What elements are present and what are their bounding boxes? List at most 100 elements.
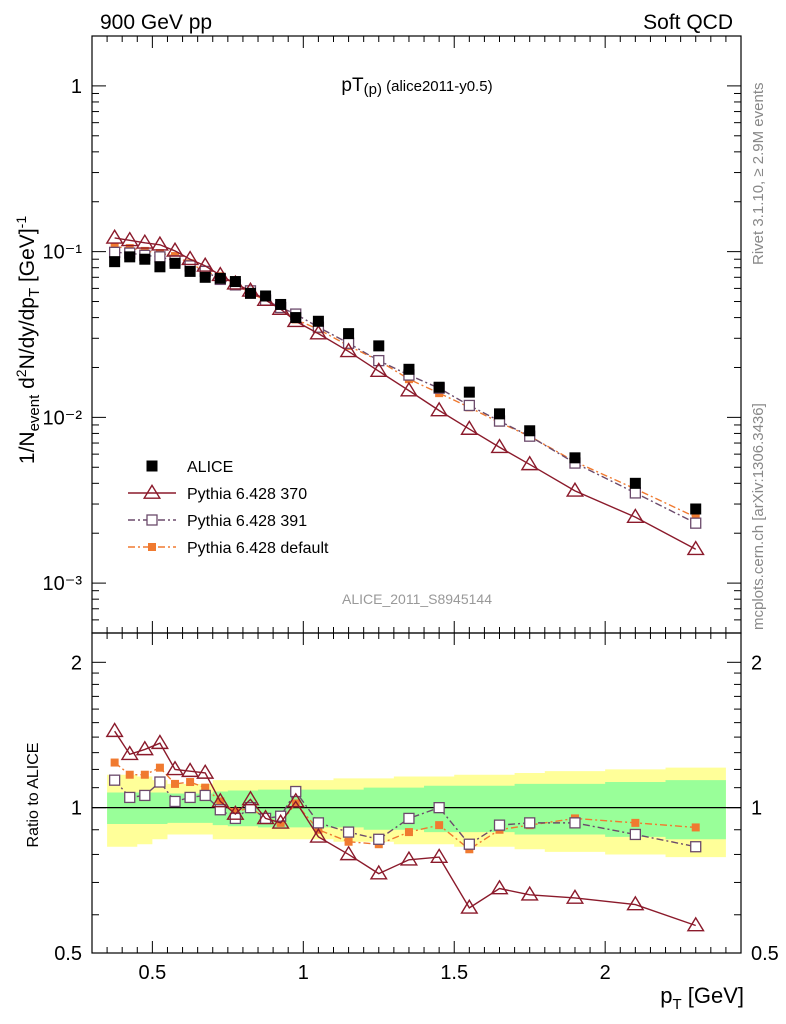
marker-open-square xyxy=(154,251,166,263)
ratio-series-pythia-6-428-370 xyxy=(105,722,705,932)
main-y-tick-label: 1 xyxy=(71,76,82,98)
marker-open-square xyxy=(403,812,415,825)
marker-filled-square xyxy=(146,460,158,472)
legend-entry: Pythia 6.428 391 xyxy=(128,513,307,530)
marker-open-square xyxy=(373,354,385,367)
marker-filled-square xyxy=(139,253,151,265)
x-tick-label: 0.5 xyxy=(138,962,166,984)
x-tick-label: 1.5 xyxy=(440,962,468,984)
marker-open-square xyxy=(524,817,536,829)
marker-filled-square xyxy=(631,818,640,827)
marker-open-triangle xyxy=(165,760,185,776)
main-y-tick-label: 10⁻² xyxy=(43,407,83,429)
marker-filled-square xyxy=(275,298,287,310)
marker-filled-square xyxy=(201,783,210,792)
main-y-tick-label: 10⁻¹ xyxy=(43,242,83,264)
x-tick-label: 2 xyxy=(600,962,611,984)
marker-filled-square xyxy=(155,763,164,772)
marker-filled-square xyxy=(290,312,302,324)
marker-filled-square xyxy=(229,276,241,288)
marker-open-square xyxy=(244,802,257,814)
header-left-label: 900 GeV pp xyxy=(100,11,212,34)
marker-open-square xyxy=(493,819,506,831)
marker-open-triangle xyxy=(520,455,539,471)
marker-open-square xyxy=(690,841,702,853)
analysis-label: ALICE_2011_S8945144 xyxy=(342,591,492,607)
ratio-frame xyxy=(91,632,742,954)
ratio-y-tick-label: 1 xyxy=(71,798,82,820)
marker-open-triangle xyxy=(150,734,169,750)
marker-filled-square xyxy=(154,261,166,273)
marker-filled-square xyxy=(148,543,156,551)
ratio-uncertainty-band xyxy=(107,767,726,858)
marker-filled-square xyxy=(186,778,195,787)
axes-layer: 0.5 1 1.5 2 10⁻³ 10⁻² 10⁻¹ 1 0.5 0.5 1 1 2 2 xyxy=(43,35,779,984)
marker-open-triangle xyxy=(286,792,305,808)
ratio-y-tick-label-right: 2 xyxy=(751,652,762,674)
marker-open-square xyxy=(569,817,581,829)
marker-open-triangle xyxy=(339,342,358,358)
marker-open-square xyxy=(312,817,325,829)
marker-open-triangle xyxy=(399,850,418,866)
marker-open-triangle xyxy=(565,888,585,904)
marker-open-square xyxy=(139,789,151,802)
marker-open-triangle xyxy=(256,809,275,825)
legend-entry: Pythia 6.428 370 xyxy=(128,483,307,503)
marker-open-triangle xyxy=(181,762,200,778)
series-line xyxy=(114,237,697,550)
main-y-axis-label: 1/Nevent d2N/dy/dpT [GeV]-1 xyxy=(13,216,43,464)
marker-filled-square xyxy=(629,477,641,489)
marker-open-square xyxy=(199,789,211,802)
marker-open-square xyxy=(146,514,158,526)
marker-open-triangle xyxy=(241,790,260,806)
ratio-series-layer xyxy=(105,722,705,932)
main-series-alice xyxy=(109,251,702,515)
marker-open-triangle xyxy=(120,231,139,247)
marker-open-triangle xyxy=(309,324,328,340)
main-series-layer xyxy=(105,228,705,556)
ratio-y-tick-label-right: 0.5 xyxy=(751,943,779,965)
marker-filled-square xyxy=(373,340,385,352)
marker-filled-square xyxy=(171,779,180,788)
marker-open-square xyxy=(463,399,475,412)
legend: ALICE Pythia 6.428 370 Pythia 6.428 391 Pyt… xyxy=(128,459,329,557)
marker-filled-square xyxy=(494,408,506,420)
marker-open-triangle xyxy=(520,885,539,901)
marker-filled-square xyxy=(433,381,445,393)
x-axis-label: pT [GeV] xyxy=(660,983,744,1013)
marker-open-triangle xyxy=(369,864,388,880)
series-line xyxy=(114,251,697,524)
marker-open-square xyxy=(629,487,641,499)
marker-open-square xyxy=(124,791,136,804)
x-tick-label: 1 xyxy=(298,962,309,984)
marker-open-triangle xyxy=(196,763,215,779)
ratio-y-tick-label-right: 1 xyxy=(751,798,762,820)
marker-open-square xyxy=(108,246,121,259)
marker-open-triangle xyxy=(430,401,449,417)
marker-open-triangle xyxy=(105,722,124,738)
marker-filled-square xyxy=(343,328,355,340)
marker-filled-square xyxy=(109,256,121,268)
marker-filled-square xyxy=(110,758,119,767)
main-series-pythia-6-428-370 xyxy=(105,228,705,556)
marker-open-square xyxy=(690,517,702,529)
marker-open-triangle xyxy=(271,813,290,829)
marker-open-triangle xyxy=(135,740,154,756)
marker-filled-square xyxy=(404,828,413,837)
legend-label: Pythia 6.428 391 xyxy=(187,513,307,530)
header-right-label: Soft QCD xyxy=(643,11,733,34)
marker-open-square xyxy=(342,826,355,838)
marker-filled-square xyxy=(435,821,444,830)
marker-filled-square xyxy=(260,290,272,302)
main-y-tick-label: 10⁻³ xyxy=(43,573,83,595)
marker-open-triangle xyxy=(686,540,705,556)
marker-filled-square xyxy=(231,807,240,816)
marker-filled-square xyxy=(124,251,136,263)
marker-open-square xyxy=(154,776,166,788)
marker-filled-square xyxy=(691,513,700,522)
marker-open-square xyxy=(373,833,385,845)
marker-open-triangle xyxy=(626,895,645,911)
marker-filled-square xyxy=(199,271,211,283)
marker-open-square xyxy=(463,838,475,850)
marker-open-triangle xyxy=(165,241,185,257)
